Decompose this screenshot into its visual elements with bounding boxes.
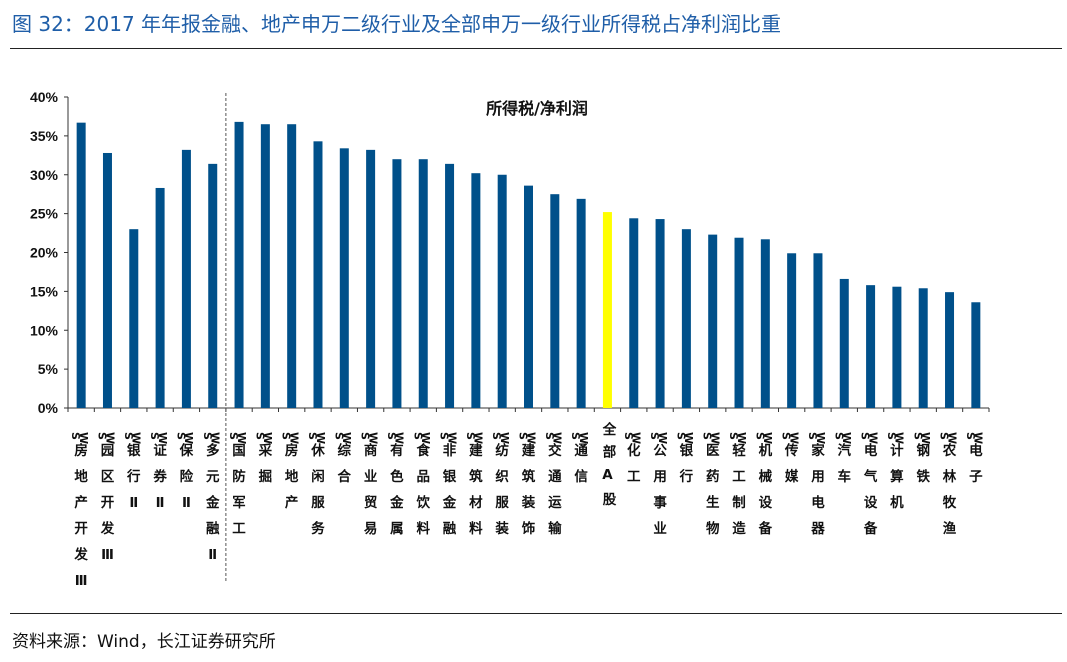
category-label: S W 电气设备 [859, 432, 880, 537]
bar [918, 288, 928, 408]
category-label: S W 保险 Ⅱ [174, 432, 195, 511]
category-label: S W 传媒 [780, 432, 801, 485]
category-label: S W 多元金融 Ⅱ [201, 432, 222, 563]
category-label: S W 公用事业 [648, 432, 669, 537]
footer-divider [10, 613, 1062, 614]
category-label: S W 轻工制造 [727, 432, 748, 537]
category-label: S W 通信 [569, 432, 590, 485]
bar [892, 286, 902, 408]
category-label: S W 医药生物 [701, 432, 722, 537]
figure-title: 图 32：2017 年年报金融、地产申万二级行业及全部申万一级行业所得税占净利润… [12, 12, 782, 36]
y-tick-label: 0% [38, 400, 59, 416]
category-label: S W 银行 Ⅱ [122, 432, 143, 511]
bar [839, 278, 849, 408]
category-label: S W 证券 Ⅱ [148, 432, 169, 511]
bar [392, 159, 402, 408]
category-label: S W 交通运输 [543, 432, 564, 537]
bar [102, 152, 112, 408]
y-tick-label: 35% [30, 128, 59, 144]
bar [181, 149, 191, 408]
category-label: S W 纺织服装 [490, 432, 511, 537]
bar [497, 174, 507, 408]
category-label: S W 园区开发 Ⅲ [96, 432, 117, 563]
category-label: S W 农林牧渔 [938, 432, 959, 537]
y-tick-label: 40% [30, 89, 59, 105]
bar [576, 198, 586, 408]
category-label: S W 有色金属 [385, 432, 406, 537]
category-label: S W 建筑材料 [464, 432, 485, 537]
bar [866, 285, 876, 408]
bar [813, 253, 823, 408]
bar-chart: 0% 5% 10% 15% 20% 25% 30% 35% 40% S W 房地产开发 Ⅲ S W 园区开… [30, 89, 990, 589]
category-label: S W 非银金融 [438, 432, 459, 537]
category-label: S W 钢铁 [911, 432, 932, 485]
bar [287, 124, 297, 409]
category-label: S W 银行 [674, 432, 695, 485]
bar [76, 122, 86, 408]
category-label: S W 家用电器 [806, 432, 827, 537]
bar [760, 239, 770, 408]
y-tick-label: 25% [30, 206, 59, 222]
legend-label: 所得税/净利润 [486, 99, 588, 118]
category-label: S W 电子 [964, 432, 985, 485]
category-label: S W 机械设备 [753, 432, 774, 537]
bar [945, 292, 955, 408]
bar [602, 212, 612, 408]
source-note: 资料来源：Wind，长江证券研究所 [12, 632, 276, 652]
y-tick-label: 5% [38, 361, 59, 377]
bar [339, 148, 349, 408]
category-label: S W 商业贸易 [359, 432, 380, 537]
category-label: S W 食品饮料 [411, 432, 432, 537]
bar [208, 163, 218, 408]
bar [524, 185, 533, 408]
bar [629, 218, 639, 408]
bar [471, 173, 481, 408]
bar [734, 237, 744, 408]
bar [366, 149, 376, 408]
y-tick-label: 30% [30, 167, 59, 183]
y-tick-label: 15% [30, 283, 59, 299]
category-label: S W 化工 [622, 432, 643, 485]
bar [655, 219, 665, 408]
category-label: S W 建筑装饰 [517, 432, 538, 537]
bar [155, 187, 165, 408]
title-divider [10, 48, 1062, 49]
bar [260, 124, 270, 409]
bar [313, 141, 323, 408]
y-tick-label: 10% [30, 322, 59, 338]
highlight-category-label: 全部A股 [599, 422, 616, 515]
bar [418, 159, 428, 408]
category-label: S W 国防军工 [227, 432, 248, 537]
category-label: S W 房地产开发 Ⅲ [69, 432, 90, 589]
bar [234, 121, 244, 408]
y-tick-label: 20% [30, 245, 59, 261]
category-label: S W 采掘 [253, 432, 274, 485]
category-label: S W 计算机 [885, 432, 906, 511]
bar [129, 229, 139, 408]
bar [787, 253, 797, 408]
category-label: S W 汽车 [832, 432, 853, 485]
bar [445, 163, 455, 408]
category-label: S W 综合 [332, 432, 353, 485]
category-label: S W 房地产 [280, 432, 301, 511]
bar [708, 234, 718, 408]
bar [971, 302, 981, 408]
bar [681, 229, 691, 408]
bar [550, 194, 560, 408]
category-label: S W 休闲服务 [306, 432, 327, 537]
